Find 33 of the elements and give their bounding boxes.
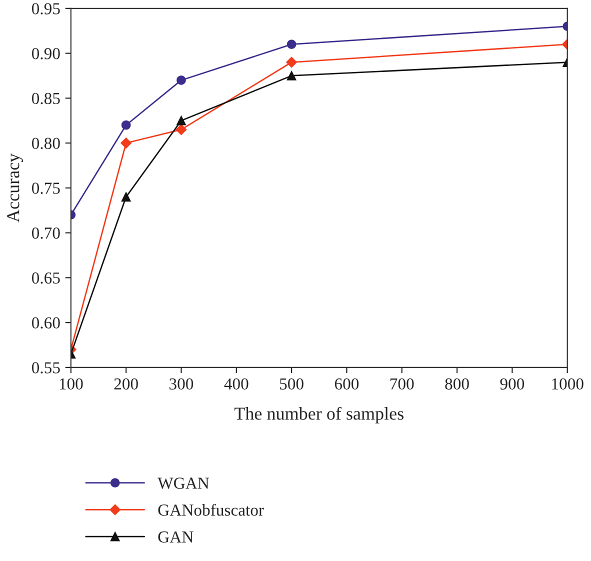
- x-tick-label: 400: [224, 378, 248, 390]
- y-tick-label: 0.85: [32, 92, 60, 104]
- y-axis-title: Accuracy: [7, 153, 24, 222]
- point: [286, 56, 297, 68]
- point: [121, 192, 131, 202]
- y-tick-label: 0.70: [32, 228, 60, 239]
- point: [176, 124, 187, 136]
- x-tick-label: 500: [280, 378, 304, 390]
- point: [176, 76, 186, 85]
- x-tick-label: 300: [170, 378, 194, 390]
- x-tick-label: 200: [114, 378, 138, 390]
- legend-label: GAN: [158, 531, 194, 543]
- point: [286, 71, 296, 80]
- y-tick-label: 0.90: [32, 48, 60, 60]
- point: [286, 40, 296, 50]
- x-tick-label: 600: [334, 378, 359, 390]
- x-tick-label: 1000: [552, 378, 584, 390]
- x-tick-label: 100: [60, 378, 83, 390]
- x-tick-label: 700: [390, 378, 414, 390]
- y-tick-label: 0.80: [32, 138, 60, 150]
- y-tick-label: 0.65: [32, 272, 60, 284]
- legend-label: GANobfuscator: [158, 504, 264, 516]
- point: [176, 116, 186, 126]
- x-tick-label: 900: [500, 378, 524, 390]
- legend-label: WGAN: [158, 478, 210, 489]
- y-tick-label: 0.60: [32, 317, 60, 329]
- point: [120, 138, 132, 148]
- y-tick-label: 0.75: [32, 182, 60, 194]
- y-tick-label: 0.55: [32, 362, 60, 374]
- y-tick-label: 0.95: [32, 3, 60, 14]
- x-axis-title: The number of samples: [234, 406, 404, 424]
- x-tick-label: 800: [445, 378, 469, 390]
- point: [121, 120, 131, 130]
